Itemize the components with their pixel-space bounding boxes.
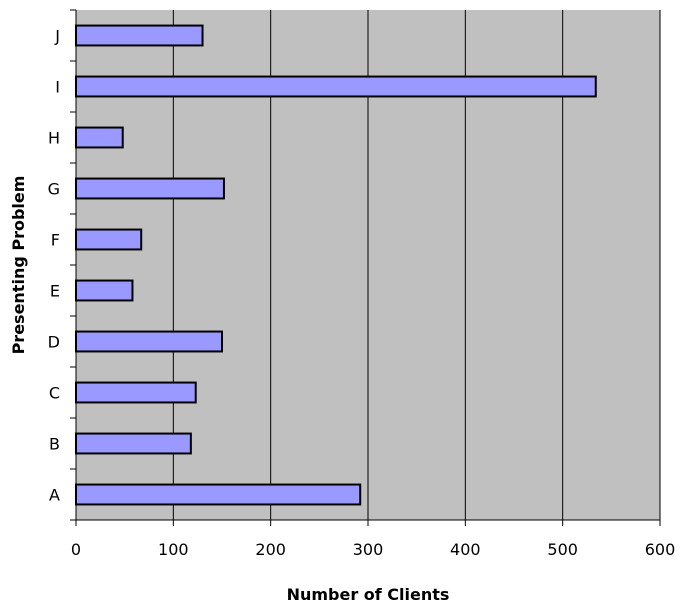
y-tick-label: G [48, 180, 60, 199]
bar-h [75, 126, 124, 149]
y-tick-label: A [49, 486, 60, 505]
bar-b [75, 432, 192, 455]
x-axis-title: Number of Clients [287, 585, 450, 604]
bar-i [75, 75, 597, 98]
bar-g [75, 177, 225, 200]
y-tick-label: C [49, 384, 60, 403]
x-tick-label: 100 [158, 540, 189, 559]
bar-a [75, 483, 362, 506]
y-tick-label: E [50, 282, 60, 301]
y-tick-label: D [48, 333, 60, 352]
bar-d [75, 330, 223, 353]
bar-j [75, 24, 204, 47]
y-tick-label: H [48, 129, 60, 148]
y-tick-label: B [49, 435, 60, 454]
y-axis-ticks: A B C D E F G H I J [48, 9, 76, 521]
y-tick-label: I [55, 78, 60, 97]
y-tick-label: F [51, 231, 60, 250]
y-axis-title: Presenting Problem [9, 176, 28, 355]
x-tick-label: 600 [645, 540, 676, 559]
x-tick-label: 500 [547, 540, 578, 559]
x-axis-ticks: 0 100 200 300 400 500 600 [71, 520, 675, 559]
bar-f [75, 228, 143, 251]
bar-c [75, 381, 197, 404]
x-tick-label: 400 [450, 540, 481, 559]
x-tick-label: 200 [255, 540, 286, 559]
x-tick-label: 300 [353, 540, 384, 559]
x-tick-label: 0 [71, 540, 81, 559]
bar-e [75, 279, 134, 302]
y-tick-label: J [54, 27, 60, 46]
